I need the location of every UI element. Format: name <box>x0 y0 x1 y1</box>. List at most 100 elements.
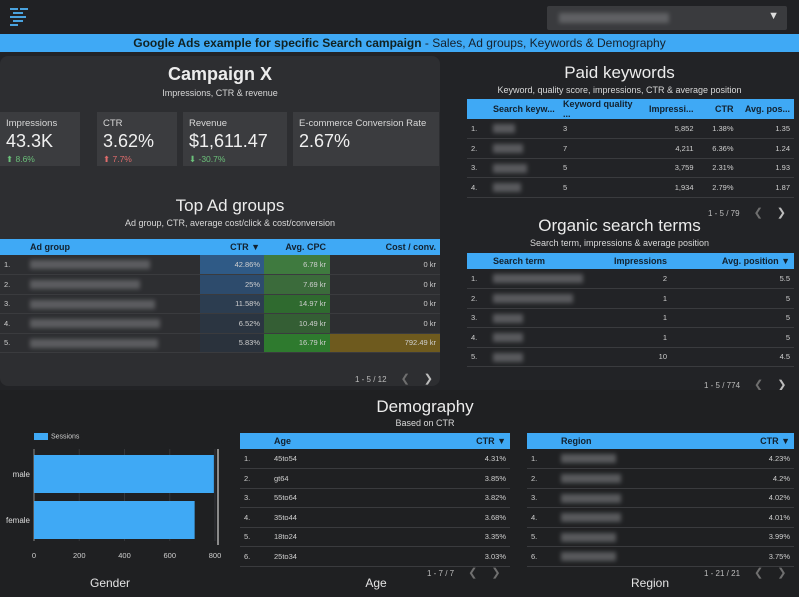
adgroups-table: Ad group CTR ▼ Avg. CPC Cost / conv. 1. … <box>0 239 440 353</box>
kpi-value: 2.67% <box>299 131 351 151</box>
col-avg-position[interactable]: Avg. pos... <box>737 99 794 119</box>
table-row[interactable]: 2. 7 4,211 6.36% 1.24 <box>467 138 794 159</box>
col-impressions[interactable]: Impressi... <box>645 99 698 119</box>
table-row[interactable]: 3. 55to64 3.82% <box>240 488 510 508</box>
datastudio-logo-icon[interactable] <box>8 6 30 26</box>
keywords-table: Search keyw... Keyword quality ... Impre… <box>467 99 794 201</box>
prev-page-icon[interactable]: ❮ <box>754 567 764 579</box>
table-row[interactable]: 6. 25to34 3.03% <box>240 546 510 567</box>
dropdown-value-redacted <box>559 13 669 23</box>
row-index: 4. <box>467 327 489 348</box>
kpi-impressions: Impressions 43.3K ⬆ 8.6% <box>0 112 80 166</box>
kpi-label: CTR <box>103 118 123 129</box>
kpi-conversion-rate: E-commerce Conversion Rate 2.67% <box>293 112 439 166</box>
table-row[interactable]: 2. 4.2% <box>527 468 794 489</box>
table-row[interactable]: 4. 5 1,934 2.79% 1.87 <box>467 177 794 198</box>
col-search-term[interactable]: Search term <box>489 253 589 269</box>
age-cell: 25to34 <box>270 546 440 567</box>
table-row[interactable]: 3. 1 5 <box>467 308 794 328</box>
col-ctr[interactable]: CTR <box>697 99 738 119</box>
kpi-label: Impressions <box>6 118 58 129</box>
ctr-cell: 3.03% <box>440 546 510 567</box>
table-row[interactable]: 5. 5.83% 16.79 kr 792.49 kr <box>0 333 440 353</box>
campaign-dropdown[interactable]: ▼ <box>547 6 787 30</box>
row-index: 5. <box>467 347 489 367</box>
bar-male <box>34 455 214 493</box>
row-index: 3. <box>467 308 489 328</box>
ctr-cell: 6.36% <box>697 138 738 159</box>
next-page-icon[interactable]: ❯ <box>777 379 787 391</box>
col-age[interactable]: Age <box>270 433 440 449</box>
col-ctr[interactable]: CTR ▼ <box>440 433 510 449</box>
col-quality-score[interactable]: Keyword quality ... <box>559 99 645 119</box>
col-index <box>467 253 489 269</box>
adgroups-subtitle: Ad group, CTR, average cost/click & cost… <box>124 218 336 228</box>
ctr-cell: 3.99% <box>724 527 794 547</box>
cpc-cell: 16.79 kr <box>264 333 330 353</box>
keywords-pager: 1 - 5 / 79 ❮ ❯ <box>708 206 786 219</box>
table-row[interactable]: 3. 4.02% <box>527 488 794 508</box>
table-row[interactable]: 4. 35to44 3.68% <box>240 507 510 528</box>
col-impressions[interactable]: Impressions <box>589 253 671 269</box>
col-index <box>527 433 557 449</box>
table-row[interactable]: 4. 6.52% 10.49 kr 0 kr <box>0 313 440 334</box>
col-cost-conv[interactable]: Cost / conv. <box>330 239 440 255</box>
col-avg-position[interactable]: Avg. position ▼ <box>671 253 794 269</box>
row-index: 2. <box>0 274 26 295</box>
table-row[interactable]: 3. 11.58% 14.97 kr 0 kr <box>0 294 440 314</box>
table-row[interactable]: 2. 1 5 <box>467 288 794 309</box>
col-avg-cpc[interactable]: Avg. CPC <box>264 239 330 255</box>
table-row[interactable]: 2. 25% 7.69 kr 0 kr <box>0 274 440 295</box>
campaign-title: Campaign X <box>167 64 273 84</box>
table-row[interactable]: 6. 3.75% <box>527 546 794 567</box>
x-tick-label: 600 <box>163 551 176 560</box>
organic-pager: 1 - 5 / 774 ❮ ❯ <box>704 378 786 391</box>
quality-cell: 5 <box>559 177 645 198</box>
ctr-cell: 3.35% <box>440 527 510 547</box>
prev-page-icon[interactable]: ❮ <box>753 207 763 219</box>
col-region[interactable]: Region <box>557 433 724 449</box>
region-pager: 1 - 21 / 21 ❮ ❯ <box>704 566 786 579</box>
region-redacted <box>557 546 724 567</box>
next-page-icon[interactable]: ❯ <box>491 567 501 579</box>
legend-label: Sessions <box>51 433 80 441</box>
impressions-cell: 10 <box>589 347 671 367</box>
row-index: 2. <box>240 468 270 489</box>
kpi-value: $1,611.47 <box>189 131 268 151</box>
position-cell: 4.5 <box>671 347 794 367</box>
table-row[interactable]: 5. 18to24 3.35% <box>240 527 510 547</box>
prev-page-icon[interactable]: ❮ <box>468 567 478 579</box>
row-index: 4. <box>527 507 557 528</box>
col-index <box>240 433 270 449</box>
col-search-keyword[interactable]: Search keyw... <box>489 99 559 119</box>
ad-group-name-redacted <box>26 255 200 275</box>
table-row[interactable]: 1. 45to54 4.31% <box>240 449 510 469</box>
table-row[interactable]: 2. gt64 3.85% <box>240 468 510 489</box>
table-row[interactable]: 5. 10 4.5 <box>467 347 794 367</box>
ctr-cell: 3.68% <box>440 507 510 528</box>
table-row[interactable]: 1. 3 5,852 1.38% 1.35 <box>467 119 794 139</box>
next-page-icon[interactable]: ❯ <box>423 373 434 385</box>
table-row[interactable]: 4. 1 5 <box>467 327 794 348</box>
table-row[interactable]: 1. 42.86% 6.78 kr 0 kr <box>0 255 440 275</box>
prev-page-icon[interactable]: ❮ <box>754 379 764 391</box>
next-page-icon[interactable]: ❯ <box>777 567 787 579</box>
row-index: 6. <box>527 546 557 567</box>
keywords-subtitle: Keyword, quality score, impressions, CTR… <box>497 85 742 95</box>
table-row[interactable]: 4. 4.01% <box>527 507 794 528</box>
table-row[interactable]: 5. 3.99% <box>527 527 794 547</box>
ctr-cell: 3.85% <box>440 468 510 489</box>
campaign-subtitle: Impressions, CTR & revenue <box>162 88 278 98</box>
pager-range: 1 - 21 / 21 <box>704 569 741 578</box>
col-ctr[interactable]: CTR ▼ <box>200 239 264 255</box>
cost-conv-cell: 0 kr <box>330 294 440 314</box>
table-row[interactable]: 1. 4.23% <box>527 449 794 469</box>
organic-table: Search term Impressions Avg. position ▼ … <box>467 253 794 367</box>
col-ctr[interactable]: CTR ▼ <box>724 433 794 449</box>
col-ad-group[interactable]: Ad group <box>26 239 200 255</box>
next-page-icon[interactable]: ❯ <box>776 207 787 219</box>
cpc-cell: 14.97 kr <box>264 294 330 314</box>
table-row[interactable]: 1. 2 5.5 <box>467 269 794 289</box>
table-row[interactable]: 3. 5 3,759 2.31% 1.93 <box>467 158 794 178</box>
prev-page-icon[interactable]: ❮ <box>400 373 410 385</box>
